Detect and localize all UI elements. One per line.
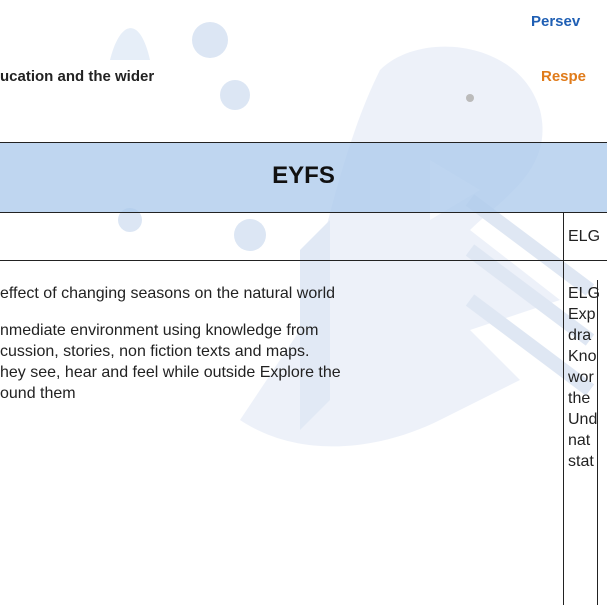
cell-text: Kno bbox=[568, 348, 597, 365]
cell-text: effect of changing seasons on the natura… bbox=[0, 285, 336, 302]
cell-text: ELG bbox=[568, 228, 601, 245]
row-border bbox=[0, 260, 607, 261]
cell-text: nmediate environment using knowledge fro… bbox=[0, 322, 319, 339]
cell-text: wor bbox=[568, 369, 594, 386]
values-text: Respe bbox=[541, 68, 587, 85]
table-title: EYFS bbox=[272, 162, 335, 189]
heading: ucation and the wider bbox=[0, 68, 155, 85]
values-text: Persev bbox=[531, 13, 581, 30]
cell-text: hey see, hear and feel while outside Exp… bbox=[0, 364, 341, 381]
cell-text: Exp bbox=[568, 306, 596, 323]
column-border bbox=[597, 280, 598, 605]
column-border bbox=[563, 212, 564, 605]
cell-text: Und bbox=[568, 411, 598, 428]
cell-text: dra bbox=[568, 327, 592, 344]
cell-text: ELG bbox=[568, 285, 601, 302]
cell-text: nat bbox=[568, 432, 591, 449]
cell-text: cussion, stories, non fiction texts and … bbox=[0, 343, 310, 360]
cell-text: the bbox=[568, 390, 591, 407]
cell-text: stat bbox=[568, 453, 594, 470]
table-header: EYFS bbox=[0, 142, 607, 213]
cell-text: ound them bbox=[0, 385, 76, 402]
